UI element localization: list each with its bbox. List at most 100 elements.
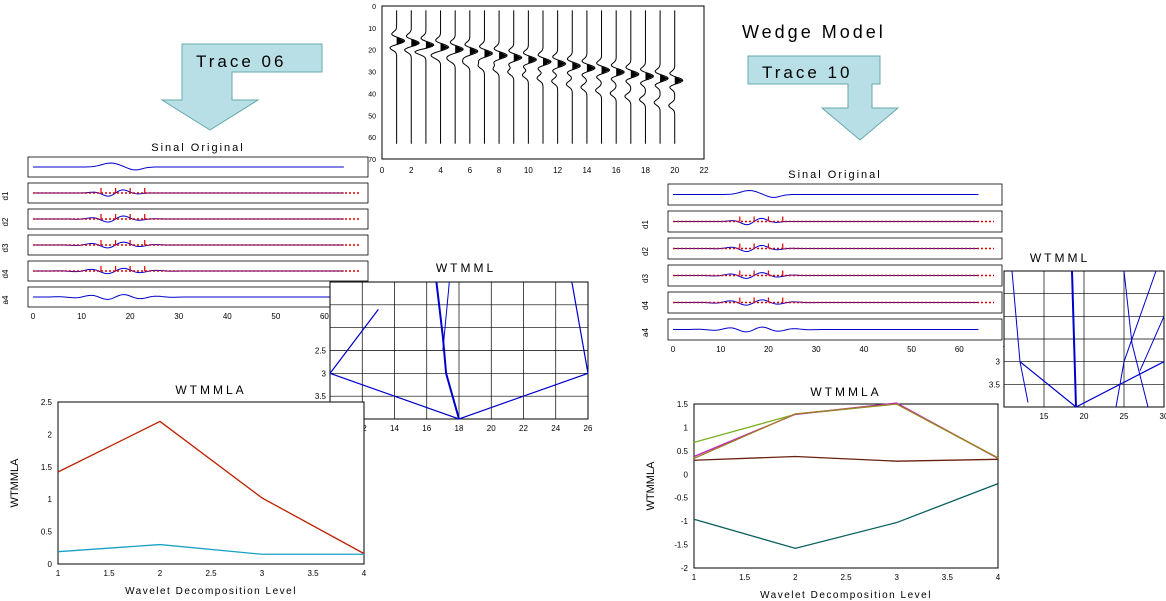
wtmmla-right-series-line bbox=[693, 455, 999, 462]
sinal-left-xtick: 40 bbox=[223, 312, 232, 321]
sinal-left-panel-label: d4 bbox=[1, 269, 10, 278]
wtmml-left-line bbox=[435, 281, 460, 420]
sinal-left-signal bbox=[33, 215, 344, 223]
seismic-trace bbox=[403, 10, 420, 144]
wtmml-left-ytick: 3 bbox=[322, 369, 327, 378]
sinal-right-xtick: 30 bbox=[812, 345, 821, 354]
wtmmla-left-xtick: 2.5 bbox=[205, 569, 217, 578]
wtmmla-right-xtick: 3.5 bbox=[942, 573, 954, 582]
wtmmla-left-ytick: 0 bbox=[48, 560, 53, 569]
wtmmla-right-xlabel: Wavelet Decomposition Level bbox=[760, 590, 932, 601]
trace-06-label: Trace 06 bbox=[196, 52, 286, 71]
seismic-xtick: 16 bbox=[612, 166, 621, 175]
seismic-xtick: 0 bbox=[380, 166, 385, 175]
sinal-left-xtick: 50 bbox=[271, 312, 280, 321]
sinal-left-panel-label: d2 bbox=[1, 217, 10, 226]
seismic-chart: 0 2 4 6 8 10 12 14 16 18 20 22 0 10 20 30 40 50 60 70 bbox=[368, 4, 709, 175]
sinal-left-signal bbox=[32, 241, 344, 249]
sinal-left-signal bbox=[33, 162, 344, 171]
seismic-xtick: 14 bbox=[582, 166, 591, 175]
sinal-left-panel-label: d3 bbox=[1, 243, 10, 252]
wtmml-left-title: WTMML bbox=[436, 261, 496, 275]
sinal-left-signal bbox=[33, 189, 344, 197]
seismic-trace bbox=[653, 10, 669, 144]
wtmml-right-line bbox=[1139, 316, 1165, 371]
seismic-trace bbox=[595, 10, 611, 144]
seismic-trace bbox=[446, 10, 464, 144]
seismic-trace bbox=[414, 10, 435, 144]
arrow-right bbox=[747, 55, 900, 141]
wtmml-right-title: WTMML bbox=[1030, 251, 1090, 265]
wtmmla-right-ytick: 0.5 bbox=[677, 447, 689, 456]
wtmml-left-line bbox=[329, 309, 379, 374]
wtmmla-right-xtick: 1 bbox=[692, 573, 697, 582]
seismic-ytick: 40 bbox=[368, 91, 376, 98]
seismic-peak bbox=[557, 59, 566, 68]
figure-title: Wedge Model bbox=[742, 22, 886, 42]
wtmmla-left-xtick: 3 bbox=[260, 569, 265, 578]
wtmml-right-xtick: 30 bbox=[1160, 412, 1166, 421]
wtmmla-left-ytick: 0.5 bbox=[41, 528, 53, 537]
wtmmla-right-ytick: 1.5 bbox=[677, 400, 689, 409]
seismic-peak bbox=[455, 45, 464, 54]
seismic-ytick: 10 bbox=[368, 26, 376, 33]
seismic-peak bbox=[674, 76, 683, 85]
sinal-right-panel-label: d3 bbox=[641, 274, 650, 283]
wtmml-right-line bbox=[1011, 270, 1029, 403]
sinal-right-xtick: 40 bbox=[859, 345, 868, 354]
wtmml-right-line bbox=[1071, 270, 1077, 408]
seismic-xtick: 12 bbox=[553, 166, 562, 175]
seismic-peak bbox=[528, 55, 537, 64]
wtmml-left-xtick: 22 bbox=[519, 424, 528, 433]
wtmmla-right-ytick: 0 bbox=[684, 470, 689, 479]
wtmmla-right-title: WTMMLA bbox=[810, 385, 881, 399]
wtmmla-left-ytick: 2.5 bbox=[41, 398, 53, 407]
sinal-left-xtick: 10 bbox=[77, 312, 86, 321]
wtmml-left-xtick: 16 bbox=[422, 424, 431, 433]
wtmml-right-ytick: 3.5 bbox=[989, 380, 1001, 389]
wtmmla-left-xtick: 4 bbox=[362, 569, 367, 578]
wtmml-right-line bbox=[1115, 270, 1157, 408]
seismic-trace bbox=[639, 10, 655, 144]
seismic-ytick: 0 bbox=[372, 4, 376, 11]
seismic-trace bbox=[492, 10, 508, 144]
wtmmla-right-xtick: 2.5 bbox=[840, 573, 852, 582]
sinal-left-panel-label: a4 bbox=[1, 295, 10, 304]
seismic-peak bbox=[440, 43, 449, 52]
wtmml-left-xtick: 18 bbox=[455, 424, 464, 433]
seismic-ytick: 50 bbox=[368, 113, 376, 120]
seismic-xtick: 20 bbox=[670, 166, 679, 175]
sinal-right-xtick: 10 bbox=[716, 345, 725, 354]
wtmml-right-xtick: 15 bbox=[1040, 412, 1049, 421]
wtmmla-right-frame bbox=[693, 403, 999, 569]
sinal-left-xtick: 0 bbox=[31, 312, 36, 321]
wtmml-left-ytick: 2.5 bbox=[315, 347, 327, 356]
wtmmla-right-xtick: 4 bbox=[996, 573, 1001, 582]
seismic-peak bbox=[645, 72, 654, 81]
sinal-right-xtick: 20 bbox=[764, 345, 773, 354]
wtmmla-left-xtick: 1 bbox=[56, 569, 61, 578]
wtmml-right-line bbox=[1123, 270, 1149, 408]
wtmml-right-xtick: 20 bbox=[1080, 412, 1089, 421]
sinal-right-panel-label: d1 bbox=[641, 220, 650, 229]
seismic-xtick: 8 bbox=[497, 166, 502, 175]
seismic-peak bbox=[396, 37, 405, 45]
wtmmla-left-xtick: 1.5 bbox=[103, 569, 115, 578]
sinal-right-panel-label: d4 bbox=[641, 301, 650, 310]
wtmmla-left-xlabel: Wavelet Decomposition Level bbox=[125, 586, 297, 597]
seismic-frame bbox=[381, 5, 705, 160]
seismic-peak bbox=[586, 64, 595, 72]
seismic-ytick: 60 bbox=[368, 135, 376, 142]
wtmmla-right-ytick: -0.5 bbox=[674, 494, 688, 503]
sinal-right-title: Sinal Original bbox=[788, 169, 881, 181]
seismic-peak bbox=[601, 66, 610, 74]
wtmml-left-xtick: 26 bbox=[584, 424, 593, 433]
wtmmla-right-chart: WTMMLA 1 1.5 2 2.5 3 3.5 4 -2 -1.5 -1 -0.5 0 0.5 1 1.5 W… bbox=[645, 385, 1001, 601]
sinal-right-xtick: 0 bbox=[671, 345, 676, 354]
seismic-xtick: 10 bbox=[524, 166, 533, 175]
wtmmla-left-title: WTMMLA bbox=[175, 383, 246, 397]
seismic-ytick: 20 bbox=[368, 48, 376, 55]
wtmmla-left-ytick: 2 bbox=[48, 430, 53, 439]
wtmmla-right-ytick: -2 bbox=[681, 564, 689, 573]
